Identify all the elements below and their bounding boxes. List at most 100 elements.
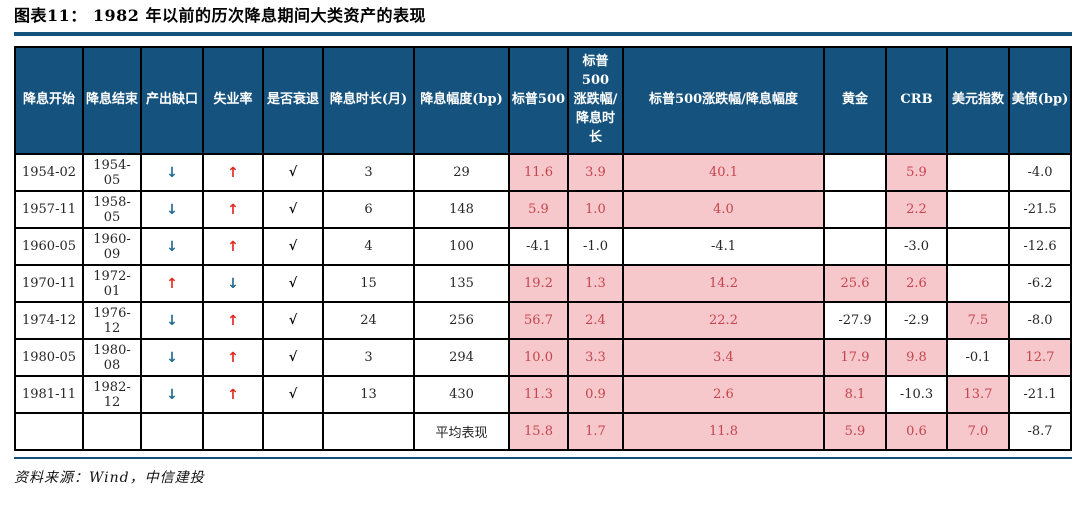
cell-sp500-chg-per-month: 0.9 <box>567 375 624 414</box>
cell-recession: √ <box>262 227 324 266</box>
cell-gold: -27.9 <box>823 301 887 340</box>
down-arrow-icon: ↓ <box>166 164 178 181</box>
up-arrow-icon: ↑ <box>227 386 239 403</box>
cell-sp500-chg-per-month: -1.0 <box>567 227 624 266</box>
column-header-cut-start: 降息开始 <box>14 46 84 155</box>
cell-output-gap: ↓ <box>140 301 204 340</box>
cell-recession: √ <box>262 190 324 229</box>
cell-ust-bp: -12.6 <box>1008 227 1072 266</box>
title-rule <box>14 32 1072 36</box>
cell-unemployment: ↑ <box>202 227 264 266</box>
cell-dollar-index: -0.1 <box>946 338 1010 377</box>
cell-dollar-index <box>946 153 1010 192</box>
cell-output-gap: ↓ <box>140 153 204 192</box>
down-arrow-icon: ↓ <box>166 312 178 329</box>
cell-cut-end: 1980-08 <box>82 338 142 377</box>
cell-cut-magnitude: 148 <box>413 190 510 229</box>
cell-cut-start: 1954-02 <box>14 153 84 192</box>
cell-recession: √ <box>262 264 324 303</box>
cell-crb: -3.0 <box>885 227 948 266</box>
cell-cut-end: 1958-05 <box>82 190 142 229</box>
cell-gold <box>823 153 887 192</box>
cell-unemployment: ↓ <box>202 264 264 303</box>
cell-cut-start: 1960-05 <box>14 227 84 266</box>
cell-ust-bp: -21.5 <box>1008 190 1072 229</box>
check-icon: √ <box>288 387 298 402</box>
cell-cut-end: 1972-01 <box>82 264 142 303</box>
table-header: 降息开始 降息结束 产出缺口 失业率 是否衰退 降息时长(月) 降息幅度(bp)… <box>14 46 1072 155</box>
down-arrow-icon: ↓ <box>166 386 178 403</box>
column-header-crb: CRB <box>885 46 948 155</box>
cell-dollar-index: 7.5 <box>946 301 1010 340</box>
column-header-recession: 是否衰退 <box>262 46 324 155</box>
down-arrow-icon: ↓ <box>166 201 178 218</box>
cell-crb: 0.6 <box>885 412 948 451</box>
cell-ust-bp: -4.0 <box>1008 153 1072 192</box>
data-row: 1960-05 1960-09 ↓ ↑ √ 4 100 -4.1 -1.0 -4.1 -3.0 -12… <box>14 227 1072 266</box>
cell-crb: 2.2 <box>885 190 948 229</box>
cell-recession <box>262 412 324 451</box>
cell-sp500-chg-per-month: 3.3 <box>567 338 624 377</box>
cell-sp500: 11.6 <box>508 153 569 192</box>
source-note: 资料来源：Wind，中信建投 <box>14 470 205 486</box>
column-header-cut-magnitude: 降息幅度(bp) <box>413 46 510 155</box>
data-row: 1980-05 1980-08 ↓ ↑ √ 3 294 10.0 3.3 3.4 17.9 9.8 -0… <box>14 338 1072 377</box>
cell-output-gap: ↓ <box>140 190 204 229</box>
cell-gold: 5.9 <box>823 412 887 451</box>
data-row: 1981-11 1982-12 ↓ ↑ √ 13 430 11.3 0.9 2.6 8.1 -10.3… <box>14 375 1072 414</box>
cell-sp500: -4.1 <box>508 227 569 266</box>
cell-cut-duration: 4 <box>322 227 415 266</box>
cell-sp500-chg-per-month: 3.9 <box>567 153 624 192</box>
average-label-cell: 平均表现 <box>413 412 510 451</box>
cell-cut-magnitude: 294 <box>413 338 510 377</box>
header-row: 降息开始 降息结束 产出缺口 失业率 是否衰退 降息时长(月) 降息幅度(bp)… <box>14 46 1072 155</box>
cell-sp500-chg-per-bp: -4.1 <box>622 227 825 266</box>
cell-unemployment: ↑ <box>202 301 264 340</box>
cell-sp500-chg-per-bp: 40.1 <box>622 153 825 192</box>
cell-sp500: 5.9 <box>508 190 569 229</box>
cell-sp500-chg-per-bp: 22.2 <box>622 301 825 340</box>
cell-output-gap: ↓ <box>140 338 204 377</box>
cell-unemployment: ↑ <box>202 153 264 192</box>
cell-cut-end <box>82 412 142 451</box>
cell-gold: 17.9 <box>823 338 887 377</box>
cell-sp500: 56.7 <box>508 301 569 340</box>
down-arrow-icon: ↓ <box>166 238 178 255</box>
check-icon: √ <box>288 165 298 180</box>
check-icon: √ <box>288 350 298 365</box>
cell-gold: 25.6 <box>823 264 887 303</box>
up-arrow-icon: ↑ <box>166 275 178 292</box>
cell-cut-start: 1970-11 <box>14 264 84 303</box>
cell-cut-magnitude: 29 <box>413 153 510 192</box>
cell-unemployment: ↑ <box>202 338 264 377</box>
column-header-cut-end: 降息结束 <box>82 46 142 155</box>
down-arrow-icon: ↓ <box>227 275 239 292</box>
cell-crb: 5.9 <box>885 153 948 192</box>
cell-cut-magnitude: 100 <box>413 227 510 266</box>
cell-cut-duration: 3 <box>322 153 415 192</box>
cell-crb: 9.8 <box>885 338 948 377</box>
cell-sp500: 11.3 <box>508 375 569 414</box>
cell-recession: √ <box>262 338 324 377</box>
column-header-dollar-index: 美元指数 <box>946 46 1010 155</box>
cell-unemployment: ↑ <box>202 375 264 414</box>
column-header-unemployment: 失业率 <box>202 46 264 155</box>
cell-sp500-chg-per-month: 1.0 <box>567 190 624 229</box>
column-header-sp500: 标普500 <box>508 46 569 155</box>
cell-dollar-index <box>946 190 1010 229</box>
cell-crb: -2.9 <box>885 301 948 340</box>
cell-sp500-chg-per-bp: 14.2 <box>622 264 825 303</box>
column-header-gold: 黄金 <box>823 46 887 155</box>
cell-ust-bp: 12.7 <box>1008 338 1072 377</box>
footer-rule <box>14 457 1072 459</box>
cell-sp500-chg-per-month: 2.4 <box>567 301 624 340</box>
cell-gold <box>823 190 887 229</box>
check-icon: √ <box>288 276 298 291</box>
cell-cut-duration <box>322 412 415 451</box>
cell-cut-start: 1957-11 <box>14 190 84 229</box>
cell-cut-duration: 6 <box>322 190 415 229</box>
chart-title: 图表11： 1982 年以前的历次降息期间大类资产的表现 <box>14 6 426 25</box>
cell-dollar-index: 7.0 <box>946 412 1010 451</box>
cell-ust-bp: -8.0 <box>1008 301 1072 340</box>
